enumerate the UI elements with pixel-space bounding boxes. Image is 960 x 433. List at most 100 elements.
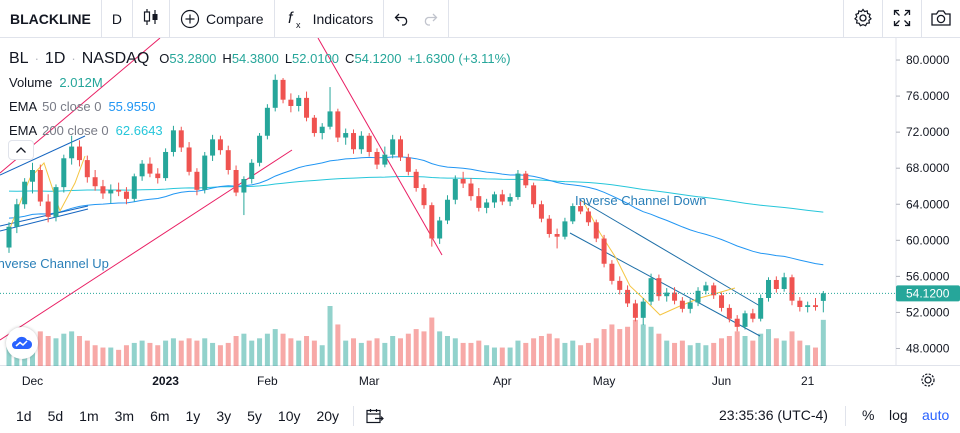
volume-bar — [640, 324, 646, 366]
candle-body — [773, 279, 779, 289]
x-axis-label: Jun — [712, 374, 731, 388]
channel-down-inner-line — [569, 232, 761, 337]
volume-bar — [703, 345, 709, 366]
legend-ema200-row[interactable]: EMA 200 close 0 62.6643 — [9, 119, 517, 143]
range-1y-button[interactable]: 1y — [185, 407, 201, 424]
inverse-channel-down-label: Inverse Channel Down — [575, 193, 707, 208]
volume-bar — [805, 345, 811, 366]
candle-body — [742, 313, 748, 327]
channel-up-inner-line — [0, 208, 89, 232]
volume-bar — [108, 347, 114, 366]
y-axis-label: 48.0000 — [906, 341, 950, 355]
volume-bar — [398, 338, 403, 366]
symbol-search-button[interactable]: BLACKLINE — [0, 0, 102, 38]
legend-volume-row[interactable]: Volume 2.012M — [9, 71, 517, 95]
candle-body — [116, 189, 122, 192]
cloud-logo-icon — [11, 335, 33, 351]
range-6m-button[interactable]: 6m — [150, 407, 170, 424]
volume-bar — [773, 338, 779, 366]
candle-body — [672, 292, 678, 301]
range-3y-button[interactable]: 3y — [216, 407, 232, 424]
chart-type-button[interactable] — [133, 0, 171, 38]
inverse-channel-up-label: Inverse Channel Up — [0, 256, 109, 271]
candle-body — [640, 301, 646, 318]
volume-bar — [382, 342, 388, 366]
settings-button[interactable] — [843, 0, 882, 38]
legend-ema50-label: EMA — [9, 99, 38, 114]
legend-collapse-button[interactable] — [8, 140, 34, 160]
candle-body — [538, 204, 544, 219]
candle-body — [155, 173, 161, 179]
price-chart[interactable]: Inverse Channel Up Inverse Channel Down 8… — [0, 37, 960, 366]
candle-body — [648, 278, 654, 302]
volume-bar — [758, 333, 764, 366]
candle-body — [327, 111, 333, 127]
interval-button[interactable]: D — [102, 0, 134, 38]
candle-body — [499, 194, 505, 202]
candle-body — [163, 151, 169, 179]
volume-bar — [61, 333, 67, 366]
candle-body — [515, 173, 521, 198]
volume-bar — [429, 317, 435, 366]
candle-body — [131, 176, 137, 199]
range-10y-button[interactable]: 10y — [277, 407, 301, 424]
undo-icon[interactable] — [394, 12, 410, 26]
chart-area[interactable]: Inverse Channel Up Inverse Channel Down 8… — [0, 37, 960, 366]
legend-ema50-row[interactable]: EMA 50 close 0 55.9550 — [9, 95, 517, 119]
log-scale-toggle[interactable]: log — [889, 407, 908, 423]
axis-settings-icon[interactable] — [921, 373, 935, 387]
legend-close-value: 54.1200 — [354, 51, 402, 66]
camera-icon — [930, 9, 952, 30]
fullscreen-button[interactable] — [882, 0, 921, 38]
range-1d-button[interactable]: 1d — [16, 407, 32, 424]
percent-scale-toggle[interactable]: % — [862, 407, 875, 423]
volume-bar — [257, 338, 263, 366]
chevron-up-icon — [15, 146, 27, 154]
candle-body — [789, 277, 795, 301]
volume-bar — [625, 326, 631, 366]
last-price-tag — [896, 285, 960, 302]
volume-bar — [76, 336, 82, 366]
volume-bar — [664, 340, 670, 366]
volume-bar — [781, 340, 787, 366]
candle-body — [178, 130, 184, 148]
legend-high-value: 54.3800 — [231, 51, 279, 66]
auto-scale-toggle[interactable]: auto — [922, 407, 950, 423]
volume-bar — [366, 340, 372, 366]
volume-bar — [797, 340, 803, 366]
tradingview-logo[interactable] — [6, 327, 38, 359]
goto-date-button[interactable] — [366, 408, 384, 424]
volume-bar — [123, 345, 129, 366]
volume-bar — [374, 338, 380, 366]
candle-body — [76, 146, 82, 161]
compare-button[interactable]: Compare — [170, 0, 275, 38]
candle-body — [225, 150, 231, 170]
timezone-clock[interactable]: 23:35:36 (UTC-4) — [719, 407, 828, 423]
volume-bar — [202, 338, 208, 366]
range-20y-button[interactable]: 20y — [316, 407, 340, 424]
candle-body — [664, 292, 670, 297]
candle-body — [468, 183, 474, 197]
time-axis[interactable]: Dec 2023 Feb Mar Apr May Jun 21 — [0, 366, 960, 396]
volume-bar — [444, 336, 450, 366]
candle-body — [562, 221, 568, 237]
volume-bar — [726, 336, 732, 366]
volume-bar — [233, 336, 239, 366]
legend-low-value: 52.0100 — [292, 51, 340, 66]
volume-bar — [750, 340, 756, 366]
range-5y-button[interactable]: 5y — [247, 407, 262, 424]
range-1m-button[interactable]: 1m — [79, 407, 99, 424]
legend-ema200-value: 62.6643 — [115, 123, 163, 138]
range-5d-button[interactable]: 5d — [47, 407, 64, 424]
range-3m-button[interactable]: 3m — [114, 407, 135, 424]
candle-body — [703, 285, 709, 291]
candle-body — [257, 135, 263, 163]
redo-icon[interactable] — [422, 12, 438, 26]
candle-body — [578, 206, 584, 212]
volume-bar — [484, 345, 490, 366]
volume-bar — [194, 340, 200, 366]
chart-legend: BL · 1D · NASDAQ O 53.2800 H 54.3800 L 52.0… — [9, 47, 517, 143]
screenshot-button[interactable] — [921, 0, 960, 38]
